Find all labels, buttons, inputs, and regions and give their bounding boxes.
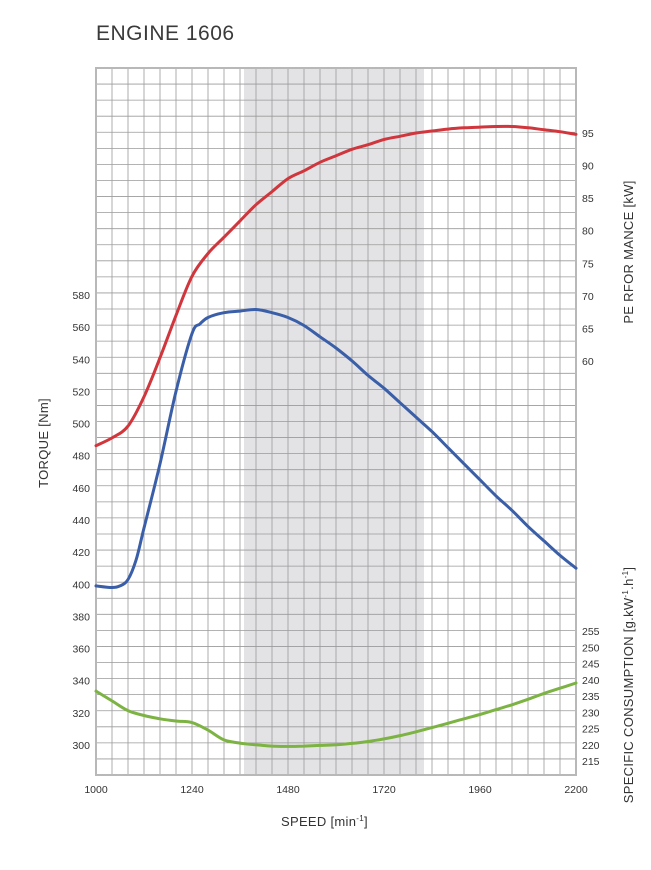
torque-tick-label: 440	[72, 515, 90, 527]
performance-tick-label: 65	[582, 323, 594, 335]
x-tick-label: 1000	[84, 784, 108, 796]
x-tick-label: 1960	[468, 784, 492, 796]
performance-axis-label: PE RFOR MANCE [kW]	[621, 180, 636, 323]
x-tick-label: 1240	[180, 784, 204, 796]
x-axis-label-text: SPEED [min	[281, 814, 356, 829]
consumption-axis-label-text: SPECIFIC CONSUMPTION [g.kW	[621, 597, 636, 803]
consumption-axis-label-sup2: -1	[621, 570, 630, 578]
consumption-tick-label: 230	[582, 707, 600, 719]
performance-tick-label: 90	[582, 161, 594, 173]
x-tick-label: 1480	[276, 784, 300, 796]
consumption-axis-label-sup1: -1	[621, 590, 630, 598]
performance-tick-label: 60	[582, 356, 594, 368]
performance-tick-label: 80	[582, 226, 594, 238]
grid-layer	[96, 68, 576, 775]
consumption-tick-label: 215	[582, 756, 600, 768]
torque-tick-label: 400	[72, 579, 90, 591]
performance-tick-label: 85	[582, 193, 594, 205]
consumption-tick-label: 240	[582, 675, 600, 687]
torque-tick-label: 480	[72, 451, 90, 463]
consumption-tick-label: 250	[582, 642, 600, 654]
torque-tick-label: 420	[72, 547, 90, 559]
torque-tick-label: 520	[72, 386, 90, 398]
consumption-axis-label: SPECIFIC CONSUMPTION [g.kW-1.h-1]	[621, 567, 636, 804]
consumption-tick-label: 235	[582, 691, 600, 703]
performance-tick-label: 70	[582, 291, 594, 303]
performance-series-line	[94, 124, 578, 448]
torque-tick-label: 580	[72, 290, 90, 302]
consumption-tick-label: 255	[582, 626, 600, 638]
x-axis-label: SPEED [min-1]	[281, 814, 368, 829]
consumption-tick-label: 225	[582, 724, 600, 736]
series-layer	[94, 124, 578, 748]
torque-tick-label: 540	[72, 354, 90, 366]
torque-tick-label: 560	[72, 322, 90, 334]
torque-tick-label: 380	[72, 611, 90, 623]
performance-tick-label: 95	[582, 128, 594, 140]
torque-tick-label: 460	[72, 483, 90, 495]
torque-series-line	[94, 307, 578, 589]
plot-frame	[95, 67, 577, 776]
consumption-tick-label: 245	[582, 659, 600, 671]
torque-tick-label: 360	[72, 644, 90, 656]
consumption-axis-label-mid: .h	[621, 578, 636, 589]
torque-tick-label: 340	[72, 676, 90, 688]
x-tick-label: 2200	[564, 784, 588, 796]
x-axis-label-end: ]	[364, 814, 368, 829]
performance-tick-label: 75	[582, 258, 594, 270]
torque-axis-label: TORQUE [Nm]	[36, 398, 51, 488]
x-axis-label-sup: -1	[356, 814, 364, 823]
tick-layer: 1000 1240 1480 1720 1960 2200 300 320 340 360 380 4…	[72, 128, 599, 796]
consumption-axis-label-end: ]	[621, 567, 636, 571]
x-tick-label: 1720	[372, 784, 396, 796]
consumption-series-line	[94, 681, 578, 748]
torque-tick-label: 320	[72, 708, 90, 720]
torque-tick-label: 300	[72, 740, 90, 752]
chart-title: ENGINE 1606	[96, 22, 235, 45]
consumption-tick-label: 220	[582, 740, 600, 752]
torque-tick-label: 500	[72, 419, 90, 431]
